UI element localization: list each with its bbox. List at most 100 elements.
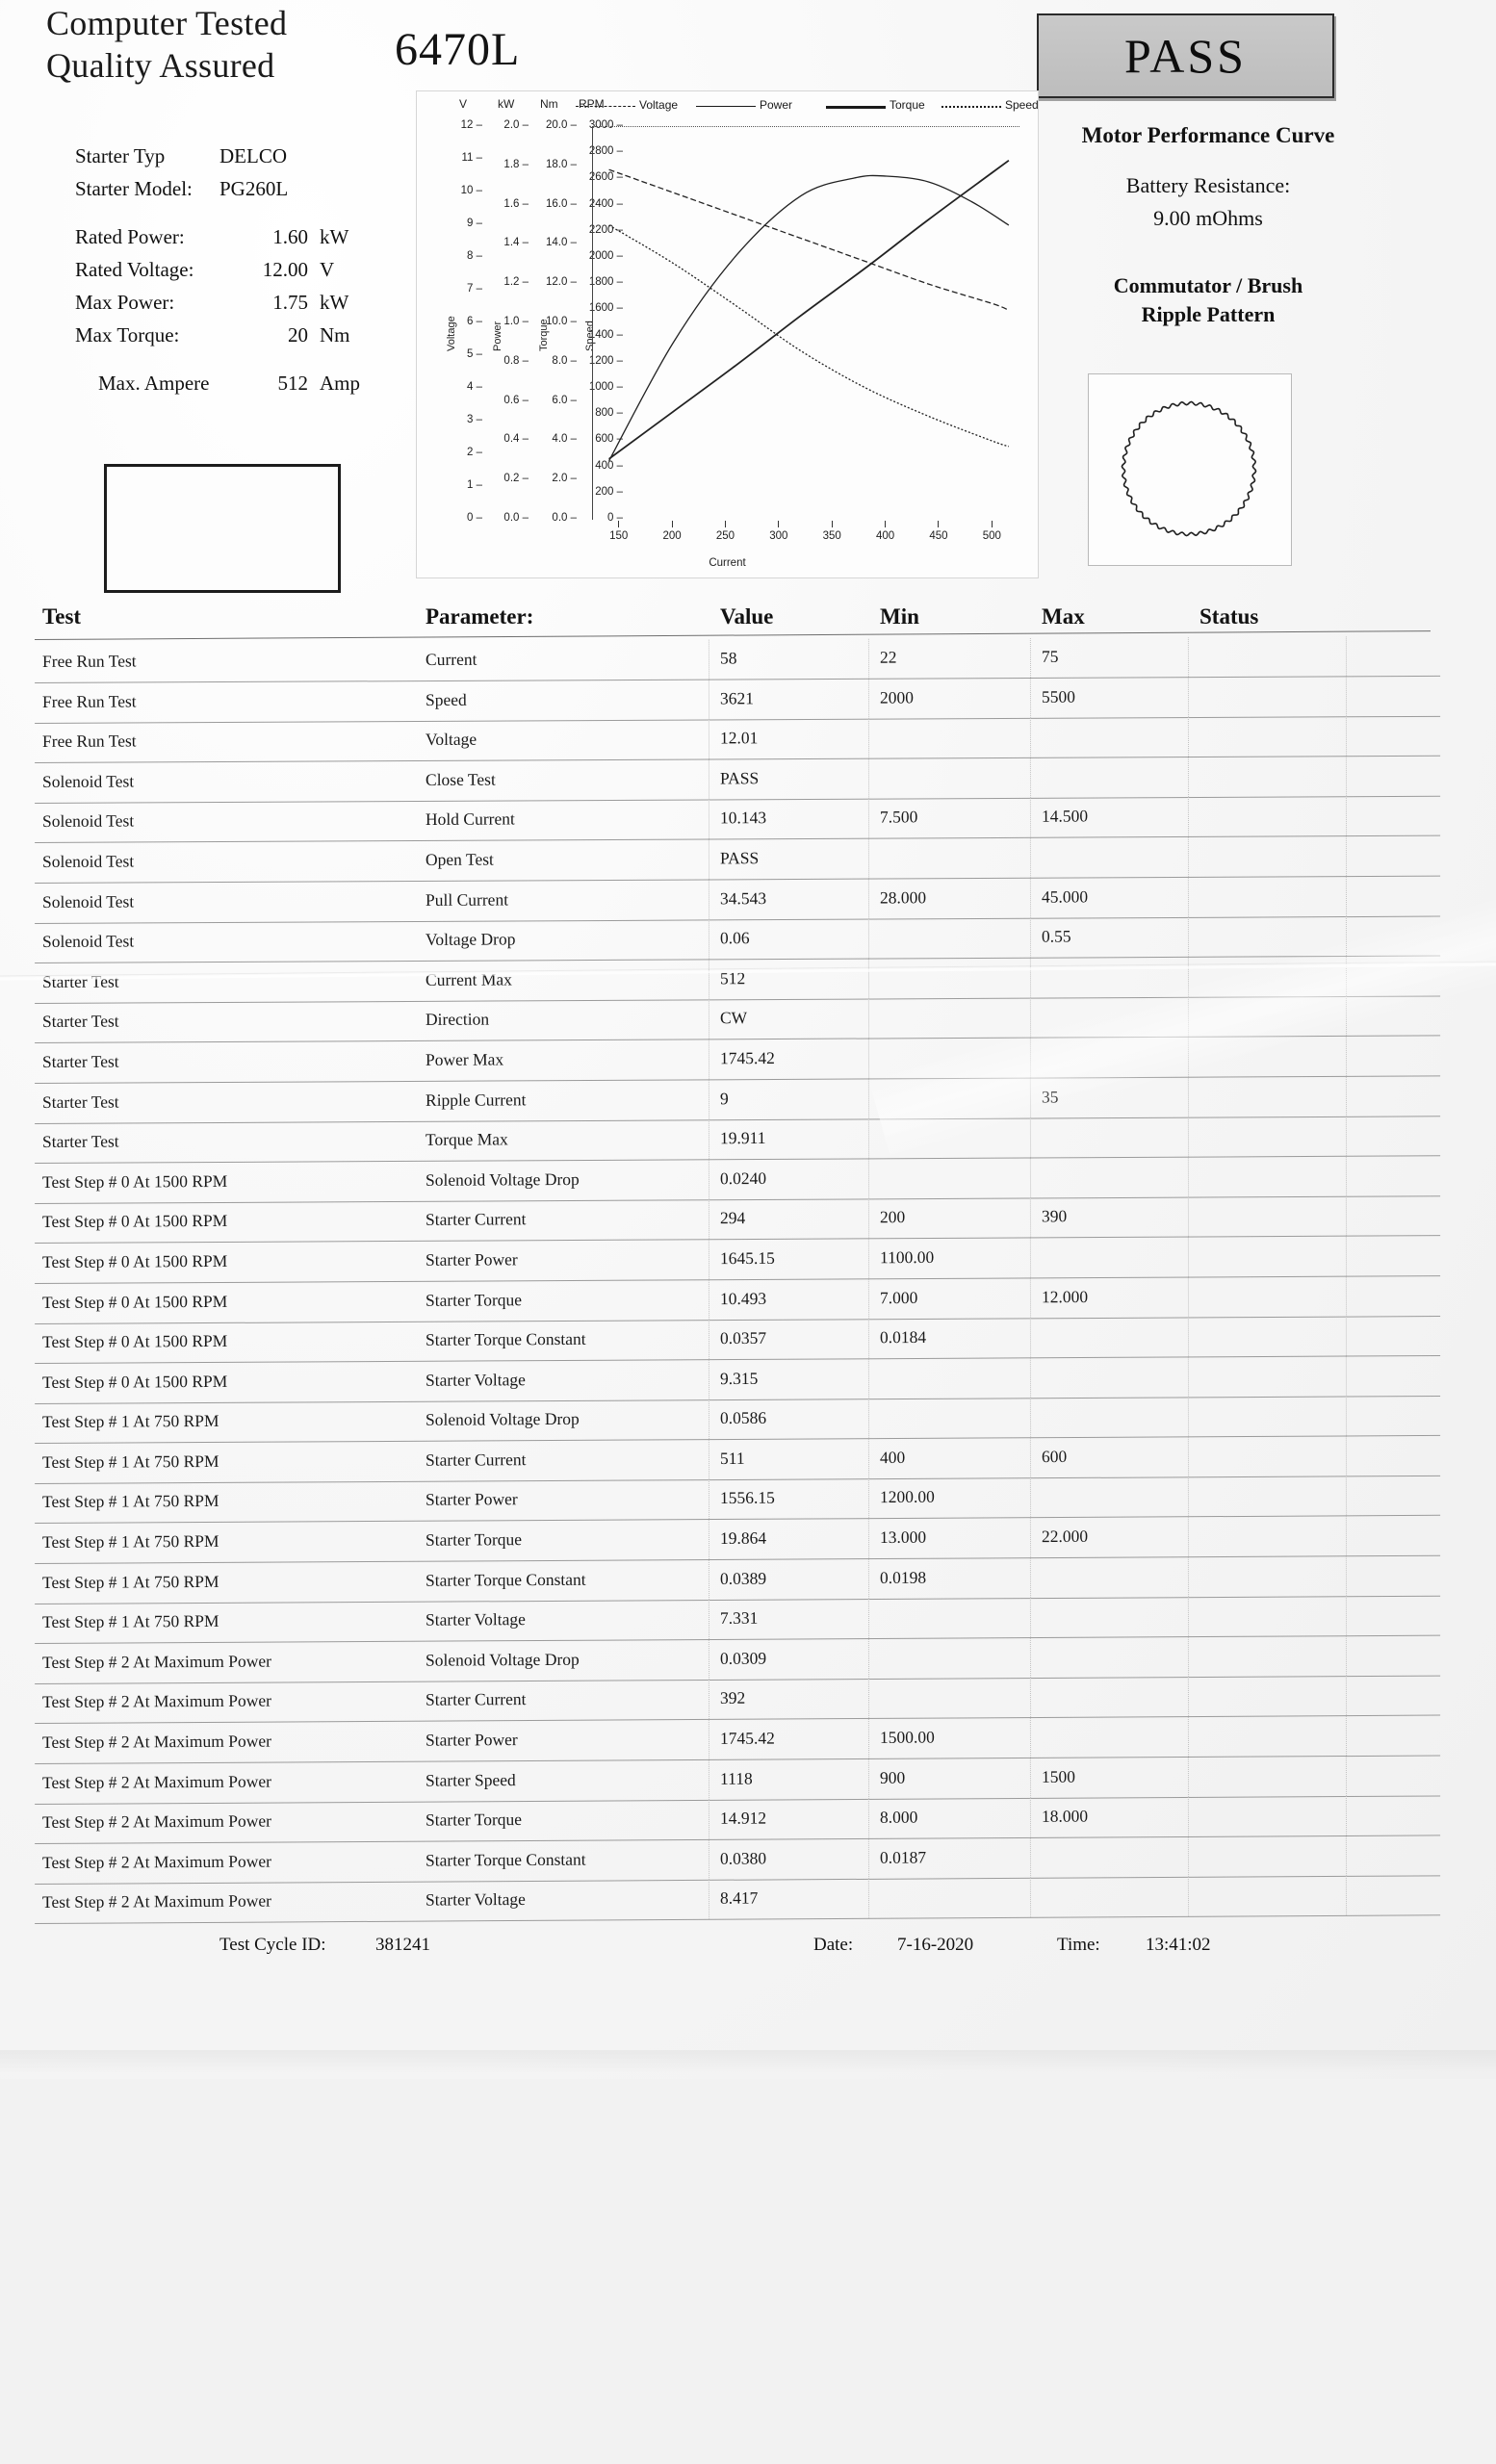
table-cell-value: 0.0309 — [719, 1648, 767, 1668]
table-cell-divider — [1029, 1158, 1032, 1197]
chart-axis-name: Torque — [538, 319, 550, 351]
table-cell-test: Test Step # 2 At Maximum Power — [41, 1810, 271, 1833]
spec-row: Rated Power: 1.60 kW — [58, 225, 404, 258]
brand-line-1: Computer Tested — [46, 4, 288, 42]
battery-resistance-label: Battery Resistance: — [1125, 173, 1291, 197]
table-cell-max: 18.000 — [1041, 1806, 1089, 1827]
table-cell-divider — [1029, 678, 1032, 718]
table-cell-parameter: Speed — [425, 689, 467, 709]
table-cell-divider — [1345, 1156, 1348, 1196]
table-cell-divider — [1345, 1756, 1348, 1796]
table-cell-test: Starter Test — [41, 1011, 119, 1032]
chart-y-tick: 1.2 – — [503, 276, 529, 289]
chart-title: Motor Performance Curve — [1081, 123, 1335, 147]
table-cell-test: Test Step # 0 At 1500 RPM — [41, 1170, 228, 1192]
legend-swatch — [826, 106, 886, 109]
table-cell-divider — [1187, 1237, 1190, 1277]
table-cell-parameter: Solenoid Voltage Drop — [425, 1649, 580, 1670]
table-cell-divider — [1345, 756, 1348, 796]
table-cell-parameter: Starter Power — [425, 1249, 518, 1270]
table-row[interactable]: Starter Test Torque Max 19.911 — [34, 1116, 1441, 1164]
legend-swatch — [576, 106, 635, 107]
chart-y-tick: 0.0 – — [552, 512, 577, 524]
table-row[interactable]: Solenoid Test Open Test PASS — [34, 835, 1441, 884]
table-cell-divider — [1345, 1236, 1348, 1276]
table-cell-divider — [1187, 1757, 1190, 1797]
chart-x-tick: 400 — [875, 530, 895, 542]
table-cell-parameter: Starter Torque Constant — [425, 1569, 586, 1590]
table-cell-divider — [1345, 1276, 1348, 1316]
table-row[interactable]: Starter Test Power Max 1745.42 — [34, 1036, 1441, 1084]
table-cell-divider — [1345, 1876, 1348, 1915]
table-cell-divider — [1029, 1637, 1032, 1678]
table-cell-divider — [1029, 1038, 1032, 1078]
table-cell-max: 5500 — [1041, 686, 1076, 706]
table-cell-divider — [1345, 636, 1348, 676]
table-cell-divider — [1029, 1318, 1032, 1358]
table-row[interactable]: Free Run Test Voltage 12.01 — [34, 715, 1441, 763]
spec-label: Rated Voltage: — [75, 258, 194, 281]
chart-y-tick: 0 – — [467, 512, 482, 524]
table-cell-value: 392 — [719, 1688, 746, 1708]
table-cell-divider — [867, 1319, 870, 1358]
chart-axis-unit: kW — [498, 97, 515, 111]
table-cell-divider — [1345, 1796, 1348, 1835]
table-cell-divider — [867, 1758, 870, 1799]
time-value: 13:41:02 — [1146, 1935, 1211, 1955]
table-cell-value: 9.315 — [719, 1368, 759, 1388]
table-cell-value: 58 — [719, 648, 737, 668]
table-column-header: Max — [1042, 604, 1085, 629]
table-cell-divider — [1187, 1476, 1190, 1517]
table-cell-divider — [1029, 1438, 1032, 1477]
chart-y-tick: 1400 – — [588, 328, 623, 341]
table-cell-parameter: Starter Current — [425, 1689, 527, 1710]
table-cell-value: 3621 — [719, 687, 755, 708]
chart-y-tick: 2200 – — [588, 223, 623, 236]
table-cell-divider — [1029, 917, 1032, 958]
table-cell-divider — [1187, 1276, 1190, 1317]
table-cell-divider — [1187, 1077, 1190, 1116]
table-cell-min: 900 — [879, 1767, 906, 1787]
table-cell-parameter: Starter Torque — [425, 1289, 523, 1310]
table-cell-value: 9 — [719, 1088, 729, 1108]
table-cell-divider — [1345, 1555, 1348, 1596]
chart-x-tick: 350 — [822, 530, 841, 542]
table-cell-divider — [1345, 1676, 1348, 1716]
table-cell-parameter: Starter Speed — [425, 1769, 516, 1790]
table-column-header: Parameter: — [426, 604, 534, 629]
table-cell-max: 45.000 — [1041, 886, 1089, 907]
chart-y-tick: 0.4 – — [503, 433, 529, 446]
table-cell-divider — [867, 1239, 870, 1278]
table-row[interactable]: Free Run Test Current 58 22 75 — [34, 635, 1441, 683]
table-row[interactable]: Solenoid Test Voltage Drop 0.06 0.55 — [34, 915, 1441, 963]
table-cell-test: Test Step # 0 At 1500 RPM — [41, 1371, 228, 1392]
spec-unit: kW — [320, 291, 349, 314]
spec-unit: kW — [320, 225, 349, 248]
table-cell-divider — [1187, 1157, 1190, 1196]
table-cell-divider — [1345, 796, 1348, 836]
table-row[interactable]: Test Step # 0 At 1500 RPM Starter Power 16… — [34, 1236, 1441, 1284]
chart-y-tick: 2800 – — [588, 145, 623, 158]
table-row[interactable]: Solenoid Test Hold Current 10.143 7.500 14.5… — [34, 796, 1441, 843]
table-cell-test: Test Step # 2 At Maximum Power — [41, 1771, 271, 1792]
table-cell-divider — [1187, 1677, 1190, 1717]
chart-x-tick: 450 — [929, 530, 948, 542]
table-cell-value: 0.0380 — [719, 1848, 767, 1868]
model-number: 6470L — [395, 24, 521, 75]
table-cell-divider — [1029, 1238, 1032, 1277]
table-cell-divider — [1187, 1556, 1190, 1597]
chart-y-tick: 2600 – — [588, 171, 623, 184]
table-cell-parameter: Power Max — [425, 1049, 504, 1069]
table-row[interactable]: Test Step # 2 At Maximum Power Starter Vo… — [34, 1875, 1441, 1924]
table-cell-value: 14.912 — [719, 1808, 767, 1829]
battery-resistance-block: Battery Resistance: 9.00 mOhms — [1045, 173, 1372, 231]
table-cell-parameter: Solenoid Voltage Drop — [425, 1409, 580, 1430]
table-cell-divider — [1187, 1437, 1190, 1476]
table-cell-divider — [1345, 1195, 1348, 1236]
table-header-row: Test Parameter: Value Min Max Status — [35, 604, 1440, 643]
chart-y-tick: 10 – — [460, 185, 482, 196]
table-cell-max: 600 — [1041, 1446, 1068, 1467]
table-cell-divider — [1187, 1357, 1190, 1397]
chart-x-tickmark — [885, 521, 887, 527]
table-cell-divider — [1029, 1197, 1032, 1238]
